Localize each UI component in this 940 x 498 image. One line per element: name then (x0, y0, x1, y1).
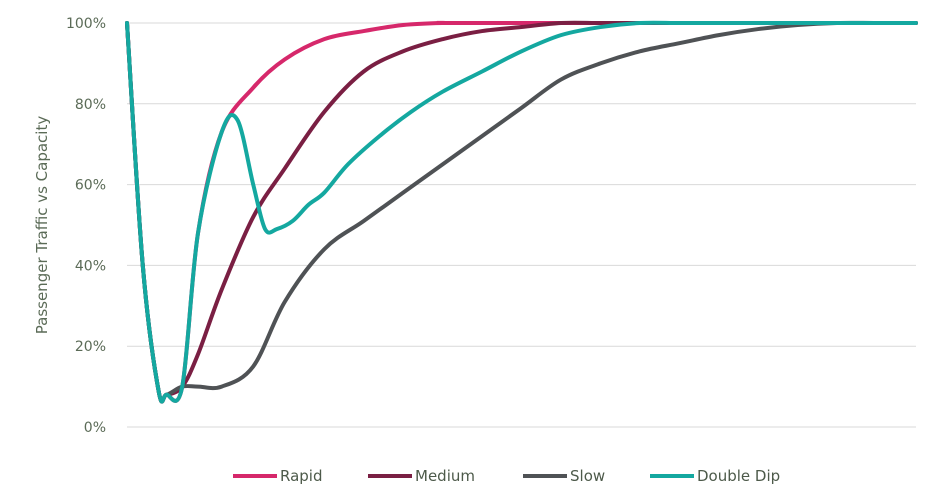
legend-label: Medium (415, 467, 475, 485)
series-line-rapid (125, 20, 918, 404)
legend: Rapid Medium Slow Double Dip (233, 467, 780, 485)
series-line-slow (125, 20, 918, 404)
series-line-medium (125, 20, 918, 404)
gridlines (127, 22, 916, 428)
y-tick-label: 20% (75, 339, 106, 355)
y-tick-label: 60% (75, 178, 106, 194)
legend-item-medium: Medium (368, 467, 475, 485)
legend-label: Double Dip (697, 467, 780, 485)
series-line-double-dip (125, 20, 918, 404)
series-lines (125, 20, 918, 404)
legend-label: Rapid (280, 467, 323, 485)
y-tick-label: 80% (75, 97, 106, 113)
legend-item-rapid: Rapid (233, 467, 323, 485)
legend-item-double-dip: Double Dip (650, 467, 780, 485)
legend-label: Slow (570, 467, 605, 485)
y-axis-label: Passenger Traffic vs Capacity (33, 116, 51, 335)
y-tick-label: 40% (75, 258, 106, 274)
y-tick-label: 100% (66, 16, 106, 32)
y-tick-label: 0% (84, 420, 106, 436)
y-axis-ticks: 0% 20% 40% 60% 80% 100% (66, 16, 106, 436)
legend-item-slow: Slow (523, 467, 605, 485)
